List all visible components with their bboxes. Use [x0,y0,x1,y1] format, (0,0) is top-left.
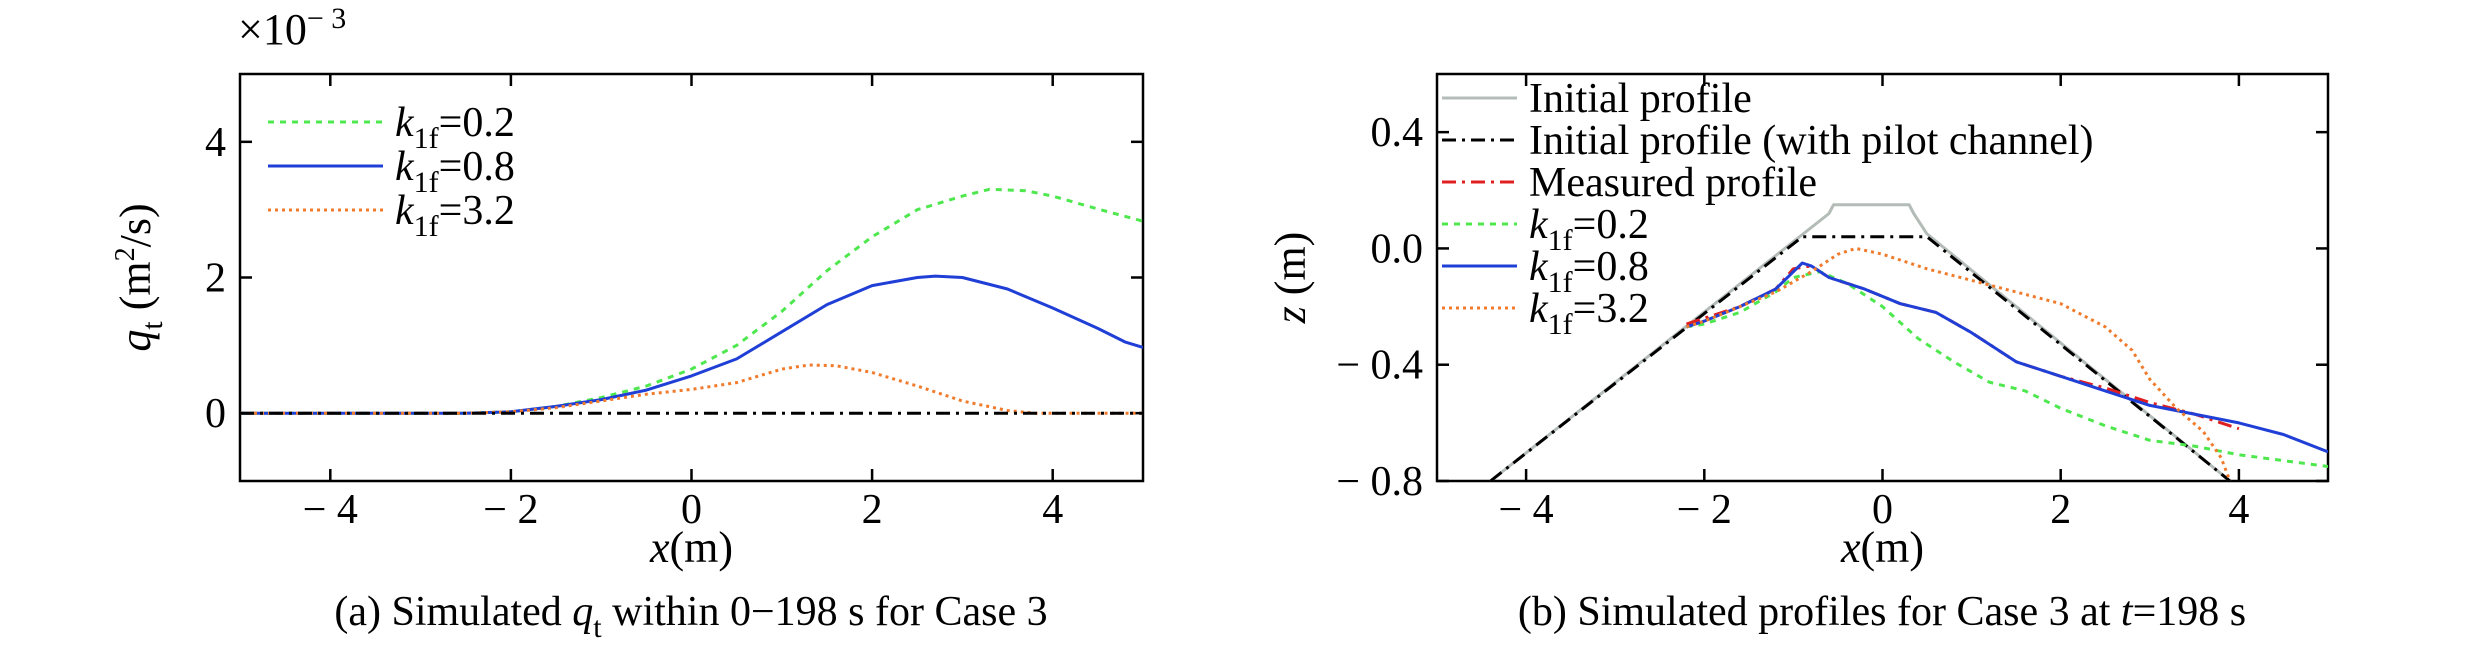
legend-var: k [395,144,415,190]
legend-label-3: k1f=3.2 [395,188,515,243]
x-tick-label: 0 [681,487,702,533]
y-axis-unit-sup: 2 [110,247,141,261]
legend-label-1: Initial profile [1529,76,1752,122]
y-axis-var: q [111,330,160,352]
legend-val: =0.2 [439,100,515,146]
y-tick-label: 2 [205,256,226,302]
y-axis-unit-post: /s) [111,203,160,247]
caption-suffix: within 0−198 s for Case 3 [602,589,1048,635]
y-tick-label: 0.4 [1371,110,1424,156]
y-tick-label: 0.0 [1371,226,1424,272]
x-tick-label: 4 [1042,487,1063,533]
y-axis-label: qt (m2/s) [110,203,169,351]
x-axis-var: x [649,523,670,572]
legend-label-3: Measured profile [1529,160,1817,206]
panel-b: − 4 − 2 0 2 4 − 0.8 − 0.4 0.0 0.4 Initial profile… [1266,72,2330,635]
x-tick-label: 2 [2050,487,2071,533]
series-line-3 [240,363,1143,415]
y-tick-label: 4 [205,120,226,166]
legend-text: Initial profile (with pilot channel) [1529,118,2094,164]
caption-var: t [2121,589,2134,635]
y-axis-var: z [1266,306,1315,324]
legend-label-2: Initial profile (with pilot channel) [1529,118,2094,164]
legend-sub: 1f [414,122,439,155]
y-multiplier-exp: − 3 [307,2,346,35]
legend-var: k [395,188,415,234]
series-line-2 [240,274,1143,415]
legend-label-1: k1f=0.2 [395,100,515,155]
series-line-5 [1686,261,2328,454]
legend-sub: 1f [1548,308,1573,341]
legend-var: k [1529,202,1549,248]
panel-caption: (b) Simulated profiles for Case 3 at t=1… [1518,589,2246,635]
series-group [240,187,1143,415]
legend-val: =0.8 [439,144,515,190]
legend-label-6: k1f=3.2 [1529,286,1649,341]
x-tick-label: − 2 [483,487,538,533]
legend-val: =3.2 [1573,286,1649,332]
x-axis-label: x(m) [649,523,733,572]
legend-var: k [1529,244,1549,290]
legend-val: =0.8 [1573,244,1649,290]
legend-sub: 1f [1548,266,1573,299]
y-tick-label: 0 [205,391,226,437]
x-tick-label: − 4 [1499,487,1554,533]
y-tick-label: − 0.4 [1336,343,1423,389]
legend-label-2: k1f=0.8 [395,144,515,199]
y-axis-unit-pre: (m [111,261,160,321]
y-axis-sub: t [136,321,169,330]
x-tick-label: 2 [862,487,883,533]
caption-suffix: =198 s [2133,589,2247,635]
y-axis-label: z (m) [1266,232,1315,325]
series-line-3 [1686,264,2240,431]
x-tick-label: − 4 [303,487,358,533]
y-multiplier: ×10− 3 [238,2,346,54]
series-line-4 [1686,270,2328,468]
x-axis-unit: (m) [670,523,734,572]
x-tick-label: − 2 [1677,487,1732,533]
caption-var: q [572,589,593,635]
series-line-1 [1489,203,2231,481]
x-axis-var: x [1840,523,1861,572]
legend-text: Measured profile [1529,160,1817,206]
legend-val: =3.2 [439,188,515,234]
legend-sub: 1f [414,166,439,199]
x-axis-unit: (m) [1861,523,1925,572]
legend-sub: 1f [414,210,439,243]
legend-sub: 1f [1548,224,1573,257]
caption-var-sub: t [593,611,602,644]
plot-frame [238,72,1145,483]
caption-prefix: (a) Simulated [334,589,572,635]
y-tick-label: − 0.8 [1336,459,1423,505]
legend-text: Initial profile [1529,76,1752,122]
y-axis-unit: (m) [1266,232,1315,307]
legend-var: k [395,100,415,146]
legend-label-4: k1f=0.2 [1529,202,1649,257]
x-tick-label: 0 [1872,487,1893,533]
series-group [1489,203,2328,481]
x-tick-label: 4 [2228,487,2249,533]
legend-val: =0.2 [1573,202,1649,248]
y-multiplier-base: ×10 [238,5,307,54]
caption-prefix: (b) Simulated profiles for Case 3 at [1518,589,2121,635]
legend-label-5: k1f=0.8 [1529,244,1649,299]
legend-var: k [1529,286,1549,332]
panel-caption: (a) Simulated qt within 0−198 s for Case… [334,589,1047,644]
series-line-1 [240,187,1143,415]
x-axis-label: x(m) [1840,523,1924,572]
